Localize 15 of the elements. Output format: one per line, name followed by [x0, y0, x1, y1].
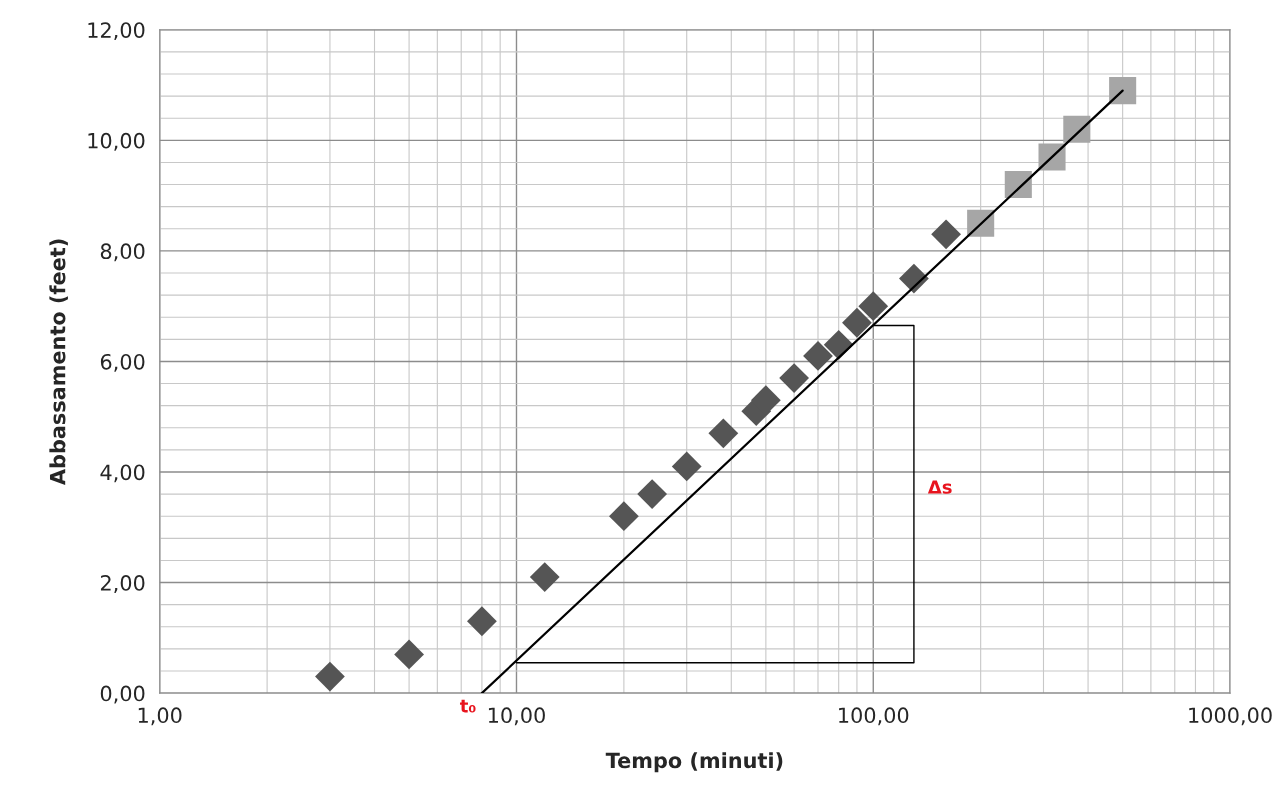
y-axis-title: Abbassamento (feet): [49, 239, 68, 486]
annotation: Δs: [927, 480, 952, 494]
y-tick-label: 0,00: [100, 685, 145, 704]
y-tick-label: 4,00: [100, 464, 145, 483]
annotation: t₀: [459, 699, 476, 713]
y-tick-label: 8,00: [100, 243, 145, 262]
x-axis-title: Tempo (minuti): [605, 752, 783, 773]
y-tick-label: 10,00: [88, 132, 145, 151]
x-tick-label: 1,00: [138, 707, 182, 726]
x-tick-label: 100,00: [839, 707, 909, 726]
y-tick-label: 6,00: [100, 353, 145, 372]
y-tick-label: 2,00: [100, 575, 145, 593]
x-tick-label: 10,00: [488, 707, 545, 726]
y-tick-label: 12,00: [88, 22, 145, 41]
x-tick-label: 1000,00: [1189, 707, 1272, 726]
